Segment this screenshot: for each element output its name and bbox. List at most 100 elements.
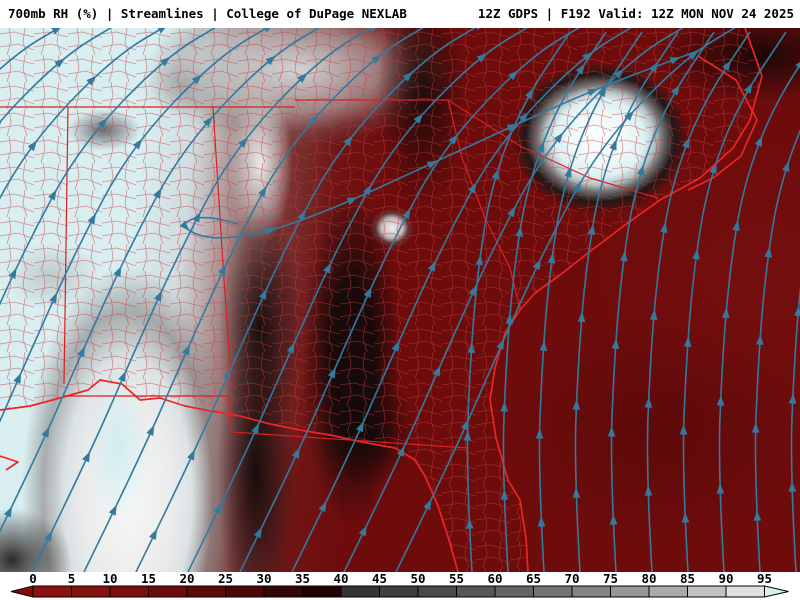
- streamline-arrowhead: [413, 113, 424, 124]
- streamline-arrowhead: [44, 530, 53, 542]
- streamline: [718, 63, 800, 572]
- streamline-arrowhead: [709, 162, 717, 175]
- streamline-arrowhead: [51, 28, 63, 35]
- streamline-arrowhead: [564, 166, 572, 178]
- colorbar-segment: [648, 585, 688, 598]
- streamline: [790, 285, 800, 572]
- streamline-arrowhead: [86, 75, 97, 86]
- colorbar-segment: [340, 585, 380, 598]
- colorbar-tick-label: 70: [564, 571, 580, 586]
- streamline: [187, 28, 529, 572]
- streamline: [291, 28, 633, 572]
- streamline: [239, 28, 581, 572]
- streamline-arrowhead: [297, 209, 306, 221]
- streamline: [135, 28, 477, 572]
- streamline-arrowhead: [82, 451, 91, 463]
- streamline-arrowhead: [160, 56, 171, 67]
- streamline-arrowhead: [553, 132, 564, 144]
- streamline-arrowhead: [432, 365, 441, 377]
- colorbar-tick-label: 35: [294, 571, 311, 586]
- streamline-arrowhead: [286, 342, 295, 354]
- streamline-arrowhead: [402, 71, 414, 82]
- streamline-arrowhead: [611, 338, 620, 349]
- streamline-arrowhead: [467, 342, 476, 353]
- streamline-arrowhead: [77, 346, 85, 358]
- streamline-arrowhead: [491, 168, 499, 180]
- streamline-arrowhead: [572, 180, 582, 192]
- streamline-arrowhead: [460, 419, 469, 431]
- streamline-arrowhead: [467, 182, 477, 194]
- colorbar-segment: [379, 585, 419, 598]
- streamline-arrowhead: [154, 290, 162, 302]
- streamline-arrowhead: [609, 139, 617, 151]
- colorbar-segment: [533, 585, 573, 598]
- streamline-arrowhead: [577, 311, 586, 323]
- colorbar-segment: [186, 585, 226, 598]
- streamline-arrowhead: [788, 481, 797, 492]
- streamline-arrowhead: [363, 286, 372, 299]
- colorbar-tick-label: 15: [140, 571, 157, 586]
- streamline-arrowhead: [262, 28, 274, 33]
- streamline-arrowhead: [507, 206, 516, 218]
- colorbar-tick-label: 10: [102, 571, 118, 586]
- streamline-arrowhead: [474, 28, 486, 31]
- product-title: 700mb RH (%) | Streamlines | College of …: [8, 6, 407, 21]
- streamline: [0, 28, 217, 306]
- streamline-arrowhead: [788, 393, 797, 404]
- streamline: [0, 28, 113, 124]
- streamline-arrowhead: [132, 138, 143, 150]
- streamline-arrowhead: [468, 285, 477, 297]
- streamline-arrowhead: [496, 338, 505, 351]
- colorbar-tick-label: 45: [371, 571, 388, 586]
- streamline-arrowhead: [751, 422, 760, 433]
- streamline: [574, 31, 679, 572]
- colorbar-tick-label: 0: [29, 571, 37, 586]
- streamline-arrowhead: [679, 424, 688, 435]
- streamline-arrowhead: [358, 525, 367, 537]
- colorbar-segment: [32, 585, 72, 598]
- streamline-arrowhead: [3, 506, 12, 518]
- streamline-arrowhead: [391, 340, 400, 352]
- streamline-arrowhead: [532, 258, 541, 271]
- state-borders: [0, 99, 659, 449]
- streamline: [83, 28, 425, 572]
- streamline: [0, 28, 165, 200]
- streamline-arrowhead: [524, 88, 534, 100]
- colorbar-segment: [687, 585, 727, 598]
- colorbar-right-arrow: [764, 585, 789, 598]
- colorbar-segment: [148, 585, 188, 598]
- streamline-arrowhead: [87, 213, 96, 225]
- weather-map-canvas: [0, 28, 800, 572]
- streamline-arrowhead: [258, 288, 267, 300]
- streamline-arrowhead: [682, 137, 690, 149]
- colorbar-left-arrow: [10, 585, 34, 598]
- streamline: [0, 28, 269, 423]
- colorbar-tick-label: 80: [641, 571, 657, 586]
- colorbar-segment: [263, 585, 303, 598]
- streamline: [466, 31, 571, 572]
- streamline-arrowhead: [191, 74, 203, 85]
- streamline-arrowhead: [597, 86, 607, 98]
- colorbar-segment: [494, 585, 534, 598]
- streamline-arrowhead: [265, 55, 277, 66]
- streamline-arrowhead: [297, 73, 308, 83]
- streamline-arrowhead: [258, 186, 267, 198]
- streamline-arrowhead: [587, 88, 599, 97]
- streamline-arrowhead: [539, 340, 548, 351]
- streamline-arrowhead: [716, 483, 725, 494]
- colorbar-segment: [417, 585, 457, 598]
- streamline-arrowhead: [291, 447, 300, 459]
- streamline-arrowhead: [515, 225, 523, 237]
- streamline-arrowhead: [687, 50, 699, 61]
- streamlines-layer: [0, 28, 800, 572]
- streamline-arrowhead: [146, 424, 155, 436]
- streamline-arrowhead: [692, 248, 700, 260]
- streamline-arrowhead: [636, 164, 645, 176]
- streamline-arrowhead: [764, 246, 772, 258]
- colorbar-segment: [610, 585, 650, 598]
- streamline-arrowhead: [587, 223, 596, 235]
- colorbar-segment: [456, 585, 496, 598]
- streamline-arrowhead: [213, 502, 222, 514]
- streamline-arrowhead: [624, 110, 635, 121]
- streamline-arrowhead: [722, 60, 732, 72]
